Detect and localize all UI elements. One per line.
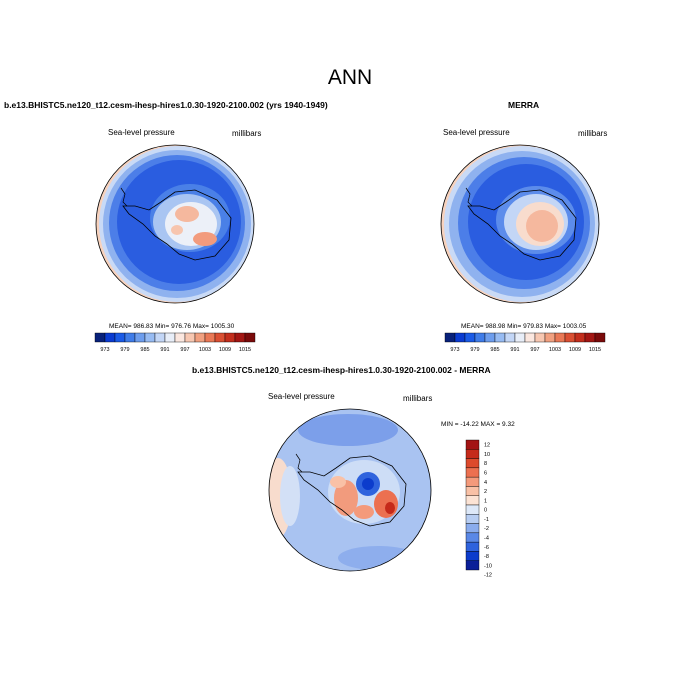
panel-1-colorbar-tick-label: 979 bbox=[120, 347, 129, 353]
panel-2-colorbar-swatch bbox=[444, 332, 456, 343]
panel-3-colorbar-swatch bbox=[465, 486, 480, 496]
panel-1-colorbar-swatch bbox=[104, 332, 116, 343]
panel-3-stats: MIN = -14.22 MAX = 9.32 bbox=[441, 421, 515, 428]
panel-2-colorbar-swatch bbox=[584, 332, 596, 343]
panel-2-units-label: millibars bbox=[578, 129, 608, 138]
panel-1-colorbar-swatch bbox=[234, 332, 246, 343]
panel-3-colorbar-tick-label: 1 bbox=[484, 498, 487, 504]
panel-3-variable-label: Sea-level pressure bbox=[268, 392, 335, 401]
panel-3-colorbar-tick-label: -6 bbox=[484, 545, 489, 551]
panel-3-colorbar-tick-label: -12 bbox=[484, 573, 492, 579]
panel-1-colorbar-swatch bbox=[174, 332, 186, 343]
panel-1-units-label: millibars bbox=[232, 129, 262, 138]
panel-3-colorbar-tick-label: 4 bbox=[484, 480, 487, 486]
panel-1-colorbar-swatch bbox=[144, 332, 156, 343]
panel-2-colorbar-tick-label: 1009 bbox=[569, 347, 581, 353]
panel-1-colorbar-swatch bbox=[94, 332, 106, 343]
panel-3-colorbar-swatch bbox=[465, 495, 480, 506]
panel-3-colorbar-tick-label: -4 bbox=[484, 536, 489, 542]
panel-3-colorbar-tick-label: 2 bbox=[484, 489, 487, 495]
panel-3-colorbar-tick-label: 6 bbox=[484, 471, 487, 477]
panel-1-colorbar-tick-label: 1015 bbox=[239, 347, 251, 353]
panel-2-colorbar-swatch bbox=[564, 332, 576, 343]
panel-2-colorbar-tick-label: 979 bbox=[470, 347, 479, 353]
panel-3-colorbar-tick-label: 12 bbox=[484, 443, 490, 449]
main-title: ANN bbox=[327, 66, 373, 89]
panel-2-colorbar-tick-label: 1015 bbox=[589, 347, 601, 353]
panel-1-colorbar-swatch bbox=[244, 332, 256, 343]
panel-2-colorbar-tick-label: 991 bbox=[510, 347, 519, 353]
panel-1-colorbar-swatch bbox=[154, 332, 166, 343]
panel-1-colorbar-tick-label: 991 bbox=[160, 347, 169, 353]
panel-1-colorbar-tick-label: 985 bbox=[140, 347, 149, 353]
panel-3-colorbar-swatch bbox=[465, 541, 480, 552]
panel-2-colorbar-swatch bbox=[504, 332, 516, 343]
panel-1-stats: MEAN= 986.83 Min= 976.76 Max= 1005.30 bbox=[109, 323, 235, 330]
panel-1-polar-map bbox=[95, 144, 255, 304]
panel-2-colorbar-swatch bbox=[474, 332, 486, 343]
panel-3-units-label: millibars bbox=[403, 394, 433, 403]
panel-3-colorbar-swatch bbox=[465, 551, 480, 561]
panel-2-colorbar-swatch bbox=[524, 332, 536, 343]
panel-2-title: MERRA bbox=[508, 100, 540, 110]
panel-2-colorbar-swatch bbox=[554, 332, 566, 343]
panel-3-colorbar-tick-label: -2 bbox=[484, 526, 489, 532]
panel-1-colorbar-swatch bbox=[184, 332, 196, 343]
panel-1-colorbar-swatch bbox=[124, 332, 136, 343]
panel-2-colorbar-swatch bbox=[454, 332, 466, 343]
panel-3-colorbar-tick-label: 10 bbox=[484, 452, 490, 458]
panel-2-colorbar-tick-label: 985 bbox=[490, 347, 499, 353]
panel-3-colorbar-tick-label: -8 bbox=[484, 554, 489, 560]
panel-3-colorbar-tick-label: 0 bbox=[484, 508, 487, 514]
panel-2-colorbar-swatch bbox=[574, 332, 586, 343]
panel-3-colorbar-swatch bbox=[465, 467, 480, 478]
panel-3-colorbar-tick-label: -1 bbox=[484, 517, 489, 523]
panel-3-colorbar-tick-label: 8 bbox=[484, 461, 487, 467]
panel-1-colorbar-swatch bbox=[164, 332, 176, 343]
panel-3-polar-map bbox=[268, 408, 432, 572]
panel-2-variable-label: Sea-level pressure bbox=[443, 128, 510, 137]
panel-1-colorbar-swatch bbox=[194, 332, 206, 343]
panel-2-colorbar-tick-label: 1003 bbox=[549, 347, 561, 353]
panel-3-colorbar-swatch bbox=[465, 439, 480, 450]
panel-2-stats: MEAN= 988.98 Min= 979.83 Max= 1003.05 bbox=[461, 323, 587, 330]
panel-1-colorbar-tick-label: 1003 bbox=[199, 347, 211, 353]
panel-2-colorbar-swatch bbox=[534, 332, 546, 343]
panel-1-colorbar-swatch bbox=[204, 332, 216, 343]
panel-1-colorbar-tick-label: 997 bbox=[180, 347, 189, 353]
panel-1-colorbar-swatch bbox=[134, 332, 146, 343]
panel-3-colorbar-swatch bbox=[465, 523, 480, 534]
panel-2-colorbar-swatch bbox=[544, 332, 556, 343]
panel-2-colorbar-swatch bbox=[514, 332, 526, 343]
panel-3-colorbar-swatch bbox=[465, 458, 480, 469]
panel-2-colorbar-tick-label: 973 bbox=[450, 347, 459, 353]
panel-1-colorbar-swatch bbox=[214, 332, 226, 343]
panel-2-colorbar: 973 979 985 991 997 1003 1009 1015 bbox=[444, 332, 606, 353]
panel-1-colorbar: 973 979 985 991 997 1003 1009 1015 bbox=[94, 332, 256, 353]
panel-2-colorbar-swatch bbox=[494, 332, 506, 343]
panel-3-colorbar-swatch bbox=[465, 449, 480, 459]
panel-1-colorbar-swatch bbox=[114, 332, 126, 343]
panel-3-colorbar-swatch bbox=[465, 514, 480, 524]
panel-3-colorbar-tick-label: -10 bbox=[484, 563, 492, 569]
panel-1-variable-label: Sea-level pressure bbox=[108, 128, 175, 137]
panel-2-colorbar-swatch bbox=[484, 332, 496, 343]
panel-3-colorbar-swatch bbox=[465, 532, 480, 543]
panel-1-colorbar-tick-label: 973 bbox=[100, 347, 109, 353]
panel-2-colorbar-swatch bbox=[464, 332, 476, 343]
panel-2-colorbar-tick-label: 997 bbox=[530, 347, 539, 353]
panel-2-colorbar-swatch bbox=[594, 332, 606, 343]
panel-3-colorbar-swatch bbox=[465, 560, 480, 571]
panel-1-colorbar-tick-label: 1009 bbox=[219, 347, 231, 353]
panel-3-colorbar-swatch bbox=[465, 504, 480, 515]
panel-3-title: b.e13.BHISTC5.ne120_t12.cesm-ihesp-hires… bbox=[192, 365, 491, 375]
panel-3-colorbar-swatch bbox=[465, 476, 480, 487]
panel-2-polar-map bbox=[440, 144, 600, 304]
panel-1-colorbar-swatch bbox=[224, 332, 236, 343]
panel-1-title: b.e13.BHISTC5.ne120_t12.cesm-ihesp-hires… bbox=[4, 100, 328, 110]
